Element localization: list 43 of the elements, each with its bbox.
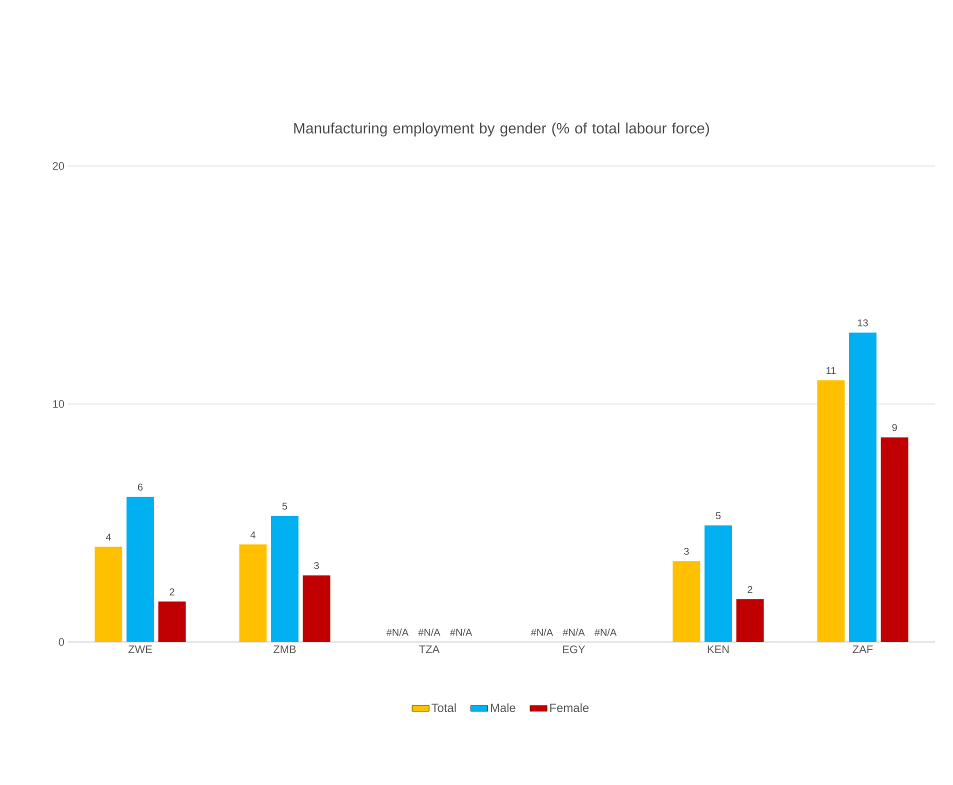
data-label: 6	[138, 484, 143, 491]
chart-title: Manufacturing employment by gender (% of total labour force)	[294, 122, 709, 136]
text: #N/A	[386, 628, 409, 636]
bar	[302, 575, 330, 642]
bar	[94, 546, 122, 642]
text: #N/A	[562, 628, 585, 636]
data-label: 5	[716, 512, 721, 520]
data-label: 9	[892, 424, 897, 432]
y-tick-label: 0	[58, 638, 64, 646]
bar	[158, 602, 186, 642]
bar	[672, 561, 700, 642]
data-label: 2	[748, 586, 752, 593]
bar	[817, 380, 845, 642]
bar	[849, 332, 876, 642]
text: #N/A	[530, 628, 554, 636]
x-tick-label: ZWE	[128, 646, 152, 654]
bar	[126, 496, 154, 642]
data-label: 2	[170, 588, 174, 596]
data-label: 4	[250, 531, 256, 538]
legend-label: Total	[432, 703, 456, 712]
bar	[271, 516, 298, 642]
text: #N/A	[418, 628, 440, 636]
data-label: 5	[282, 502, 288, 510]
text: #N/A	[594, 628, 617, 636]
y-tick-label: 10	[53, 400, 64, 408]
x-tick-label: ZAF	[852, 646, 873, 654]
data-label: 13	[858, 319, 868, 326]
x-tick-label: EGY	[563, 646, 586, 654]
data-label: 4	[106, 534, 111, 541]
legend-label: Female	[550, 703, 589, 712]
bar	[239, 544, 267, 642]
x-tick-label: ZMB	[274, 646, 296, 654]
bar	[736, 599, 764, 642]
data-label: 11	[826, 367, 836, 374]
text: #N/A	[450, 628, 472, 636]
y-tick-label: 20	[52, 162, 64, 170]
legend-label: Male	[490, 703, 516, 712]
data-label: 3	[314, 562, 319, 570]
x-tick-label: KEN	[708, 646, 729, 654]
data-label: 3	[684, 548, 689, 555]
bar	[880, 437, 908, 642]
bar	[704, 525, 732, 642]
x-tick-label: TZA	[419, 646, 440, 654]
